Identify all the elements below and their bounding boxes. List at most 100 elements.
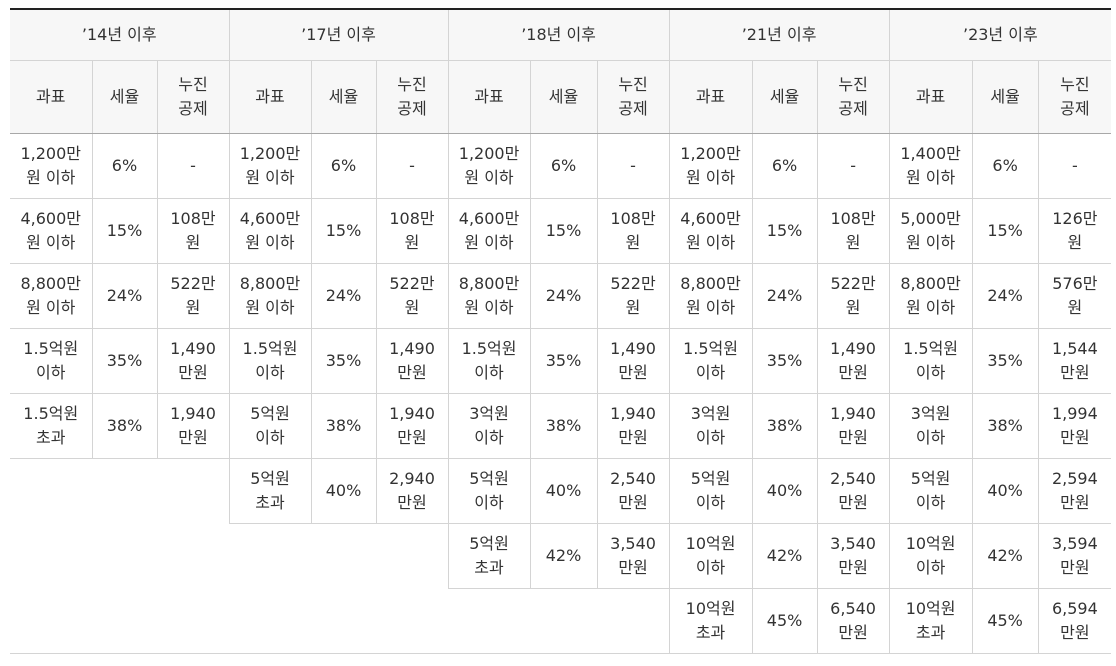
deduction-cell: 2,594 만원 bbox=[1037, 458, 1112, 524]
tax-rate-cell: 40% bbox=[751, 458, 818, 524]
deduction-cell: - bbox=[596, 133, 670, 199]
deduction-cell: - bbox=[156, 133, 229, 199]
deduction-cell: 108만 원 bbox=[375, 198, 449, 264]
deduction-header: 누진 공제 bbox=[1037, 60, 1112, 134]
deduction-cell: 6,540 만원 bbox=[816, 588, 890, 654]
empty-cell bbox=[10, 458, 229, 654]
tax-rate-cell: 24% bbox=[529, 263, 598, 329]
tax-rate-cell: 42% bbox=[971, 523, 1039, 589]
tax-base-cell: 1.5억원 초과 bbox=[10, 393, 92, 459]
deduction-cell: 3,594 만원 bbox=[1037, 523, 1112, 589]
empty-cell bbox=[448, 588, 670, 654]
tax-base-cell: 8,800만 원 이하 bbox=[10, 263, 92, 329]
deduction-header: 누진 공제 bbox=[596, 60, 670, 134]
deduction-cell: 1,490 만원 bbox=[816, 328, 890, 394]
tax-base-cell: 1.5억원 이하 bbox=[668, 328, 753, 394]
deduction-cell: - bbox=[816, 133, 890, 199]
tax-rate-cell: 6% bbox=[310, 133, 376, 199]
tax-rate-cell: 6% bbox=[751, 133, 818, 199]
tax-rate-cell: 40% bbox=[529, 458, 598, 524]
tax-rate-cell: 45% bbox=[751, 588, 818, 654]
table-row: 1.5억원 이하 35% 1,490 만원 1.5억원 이하 35% 1,490… bbox=[10, 328, 1112, 394]
period-header: ’18년 이후 bbox=[447, 8, 670, 61]
tax-rate-cell: 38% bbox=[971, 393, 1039, 459]
tax-rate-cell: 38% bbox=[310, 393, 376, 459]
period-header: ’14년 이후 bbox=[10, 8, 229, 61]
tax-rate-cell: 42% bbox=[529, 523, 598, 589]
tax-base-cell: 5억원 이하 bbox=[888, 458, 973, 524]
tax-base-cell: 1,200만 원 이하 bbox=[10, 133, 92, 199]
tax-base-cell: 5,000만 원 이하 bbox=[888, 198, 973, 264]
tax-base-cell: 8,800만 원 이하 bbox=[447, 263, 531, 329]
tax-base-cell: 10억원 이하 bbox=[888, 523, 973, 589]
deduction-cell: - bbox=[1037, 133, 1112, 199]
base-header: 과표 bbox=[228, 60, 311, 134]
tax-base-cell: 10억원 초과 bbox=[888, 588, 973, 654]
tax-base-cell: 1.5억원 이하 bbox=[10, 328, 92, 394]
deduction-cell: 1,490 만원 bbox=[156, 328, 229, 394]
deduction-cell: 6,594 만원 bbox=[1037, 588, 1112, 654]
tax-base-cell: 1,200만 원 이하 bbox=[447, 133, 531, 199]
tax-rate-cell: 38% bbox=[91, 393, 157, 459]
table-row: 8,800만 원 이하 24% 522만 원 8,800만 원 이하 24% 5… bbox=[10, 263, 1112, 329]
deduction-cell: - bbox=[375, 133, 449, 199]
tax-rate-cell: 24% bbox=[751, 263, 818, 329]
deduction-cell: 3,540 만원 bbox=[596, 523, 670, 589]
tax-base-cell: 3억원 이하 bbox=[447, 393, 531, 459]
base-header: 과표 bbox=[888, 60, 973, 134]
rate-header: 세율 bbox=[91, 60, 157, 134]
tax-rate-cell: 38% bbox=[751, 393, 818, 459]
tax-base-cell: 10억원 초과 bbox=[668, 588, 753, 654]
empty-cell bbox=[229, 523, 449, 654]
tax-base-cell: 5억원 초과 bbox=[447, 523, 531, 589]
tax-rate-cell: 15% bbox=[529, 198, 598, 264]
deduction-cell: 1,994 만원 bbox=[1037, 393, 1112, 459]
deduction-cell: 126만 원 bbox=[1037, 198, 1112, 264]
table-row: 5억원 초과 40% 2,940 만원 5억원 이하 40% 2,540 만원 … bbox=[10, 458, 1112, 654]
tax-rate-cell: 40% bbox=[971, 458, 1039, 524]
tax-base-cell: 8,800만 원 이하 bbox=[228, 263, 311, 329]
deduction-cell: 1,940 만원 bbox=[596, 393, 670, 459]
tax-rate-cell: 24% bbox=[310, 263, 376, 329]
deduction-cell: 522만 원 bbox=[156, 263, 229, 329]
tax-rate-cell: 35% bbox=[971, 328, 1039, 394]
period-header: ’21년 이후 bbox=[668, 8, 890, 61]
deduction-cell: 1,490 만원 bbox=[375, 328, 449, 394]
deduction-header: 누진 공제 bbox=[816, 60, 890, 134]
tax-base-cell: 4,600만 원 이하 bbox=[447, 198, 531, 264]
tax-base-cell: 5억원 이하 bbox=[447, 458, 531, 524]
tax-rate-cell: 24% bbox=[971, 263, 1039, 329]
deduction-cell: 576만 원 bbox=[1037, 263, 1112, 329]
deduction-cell: 1,940 만원 bbox=[156, 393, 229, 459]
tax-base-cell: 8,800만 원 이하 bbox=[668, 263, 753, 329]
tax-rate-cell: 15% bbox=[971, 198, 1039, 264]
table-row: 1,200만 원 이하 6% - 1,200만 원 이하 6% - 1,200만… bbox=[10, 133, 1112, 199]
table-row: 5억원 초과 42% 3,540 만원 10억원 이하 42% 3,540 만원… bbox=[10, 523, 1112, 654]
deduction-cell: 522만 원 bbox=[375, 263, 449, 329]
tax-rate-cell: 40% bbox=[310, 458, 376, 524]
deduction-cell: 3,540 만원 bbox=[816, 523, 890, 589]
deduction-cell: 2,540 만원 bbox=[816, 458, 890, 524]
tax-base-cell: 4,600만 원 이하 bbox=[10, 198, 92, 264]
tax-base-cell: 8,800만 원 이하 bbox=[888, 263, 973, 329]
rate-header: 세율 bbox=[310, 60, 376, 134]
tax-base-cell: 1.5억원 이하 bbox=[447, 328, 531, 394]
deduction-header: 누진 공제 bbox=[156, 60, 229, 134]
table-body: 1,200만 원 이하 6% - 1,200만 원 이하 6% - 1,200만… bbox=[10, 133, 1112, 654]
tax-rate-cell: 6% bbox=[529, 133, 598, 199]
deduction-cell: 1,490 만원 bbox=[596, 328, 670, 394]
base-header: 과표 bbox=[668, 60, 753, 134]
tax-rate-cell: 24% bbox=[91, 263, 157, 329]
tax-rate-cell: 45% bbox=[971, 588, 1039, 654]
period-header-row: ’14년 이후 ’17년 이후 ’18년 이후 ’21년 이후 ’23년 이후 bbox=[10, 8, 1112, 61]
tax-rate-cell: 35% bbox=[751, 328, 818, 394]
tax-base-cell: 3억원 이하 bbox=[668, 393, 753, 459]
deduction-cell: 2,940 만원 bbox=[375, 458, 449, 524]
deduction-cell: 1,940 만원 bbox=[816, 393, 890, 459]
period-header: ’17년 이후 bbox=[228, 8, 449, 61]
tax-base-cell: 1.5억원 이하 bbox=[228, 328, 311, 394]
tax-rate-table-container: ’14년 이후 ’17년 이후 ’18년 이후 ’21년 이후 ’23년 이후 … bbox=[10, 8, 1112, 654]
table-row: 4,600만 원 이하 15% 108만 원 4,600만 원 이하 15% 1… bbox=[10, 198, 1112, 264]
rate-header: 세율 bbox=[751, 60, 818, 134]
tax-rate-cell: 42% bbox=[751, 523, 818, 589]
